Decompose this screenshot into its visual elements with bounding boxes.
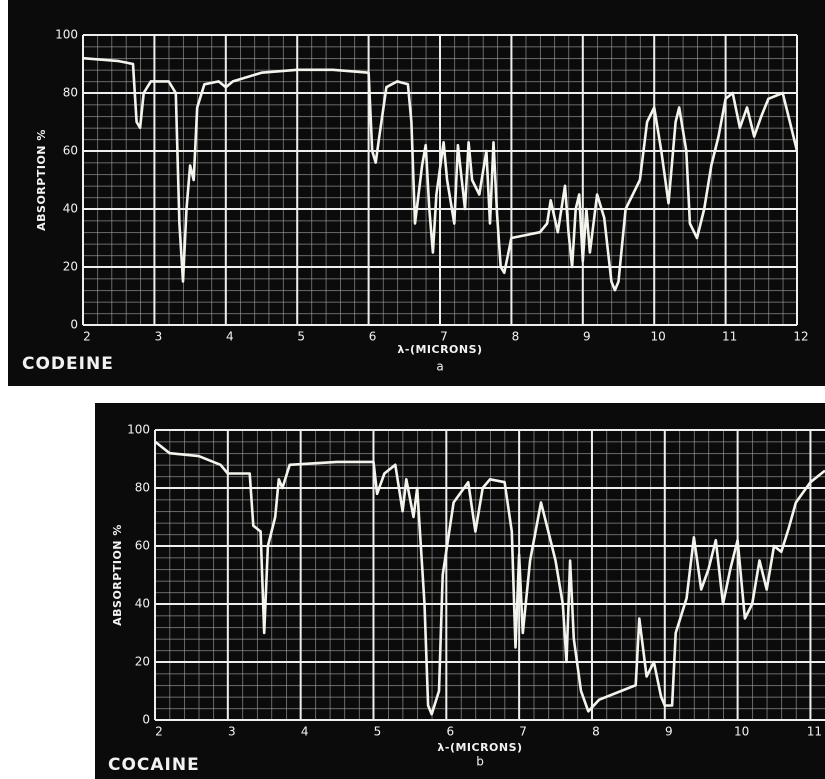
chart-title: CODEINE <box>22 354 114 374</box>
y-tick-label: 40 <box>63 202 78 216</box>
x-tick-label: 5 <box>297 330 305 344</box>
spectrum-line <box>155 440 825 716</box>
x-tick-label: 3 <box>228 725 236 739</box>
x-tick-label: 10 <box>734 725 749 739</box>
x-tick-label: 9 <box>583 330 591 344</box>
y-tick-label: 40 <box>135 597 150 611</box>
x-tick-label: 2 <box>83 330 91 344</box>
x-tick-label: 7 <box>440 330 448 344</box>
y-tick-label: 80 <box>63 86 78 100</box>
y-tick-label: 60 <box>63 144 78 158</box>
x-tick-label: 5 <box>374 725 382 739</box>
caption: b <box>476 755 484 769</box>
x-tick-label: 8 <box>592 725 600 739</box>
y-axis-label: ABSORPTION % <box>35 129 48 231</box>
x-tick-label: 11 <box>807 725 822 739</box>
y-tick-label: 20 <box>135 655 150 669</box>
x-tick-label: 6 <box>369 330 377 344</box>
y-tick-label: 0 <box>70 318 78 332</box>
x-tick-label: 11 <box>722 330 737 344</box>
y-tick-label: 100 <box>127 423 150 437</box>
x-tick-label: 3 <box>155 330 163 344</box>
y-tick-label: 20 <box>63 260 78 274</box>
x-tick-label: 7 <box>519 725 527 739</box>
x-tick-label: 9 <box>665 725 673 739</box>
y-axis-label: ABSORPTION % <box>111 524 124 626</box>
y-tick-label: 60 <box>135 539 150 553</box>
x-tick-label: 6 <box>446 725 454 739</box>
chart-title: COCAINE <box>108 755 200 775</box>
x-tick-label: 12 <box>793 330 808 344</box>
x-tick-label: 4 <box>301 725 309 739</box>
caption: a <box>436 360 443 374</box>
y-tick-label: 100 <box>55 28 78 42</box>
y-tick-label: 80 <box>135 481 150 495</box>
x-axis-label: λ-(MICRONS) <box>437 741 522 754</box>
spectrum-line <box>83 56 797 292</box>
grid-texture <box>155 430 825 720</box>
x-axis-label: λ-(MICRONS) <box>397 343 482 356</box>
x-tick-label: 4 <box>226 330 234 344</box>
y-tick-label: 0 <box>142 713 150 727</box>
x-tick-label: 10 <box>651 330 666 344</box>
x-tick-label: 8 <box>512 330 520 344</box>
x-tick-label: 2 <box>155 725 163 739</box>
